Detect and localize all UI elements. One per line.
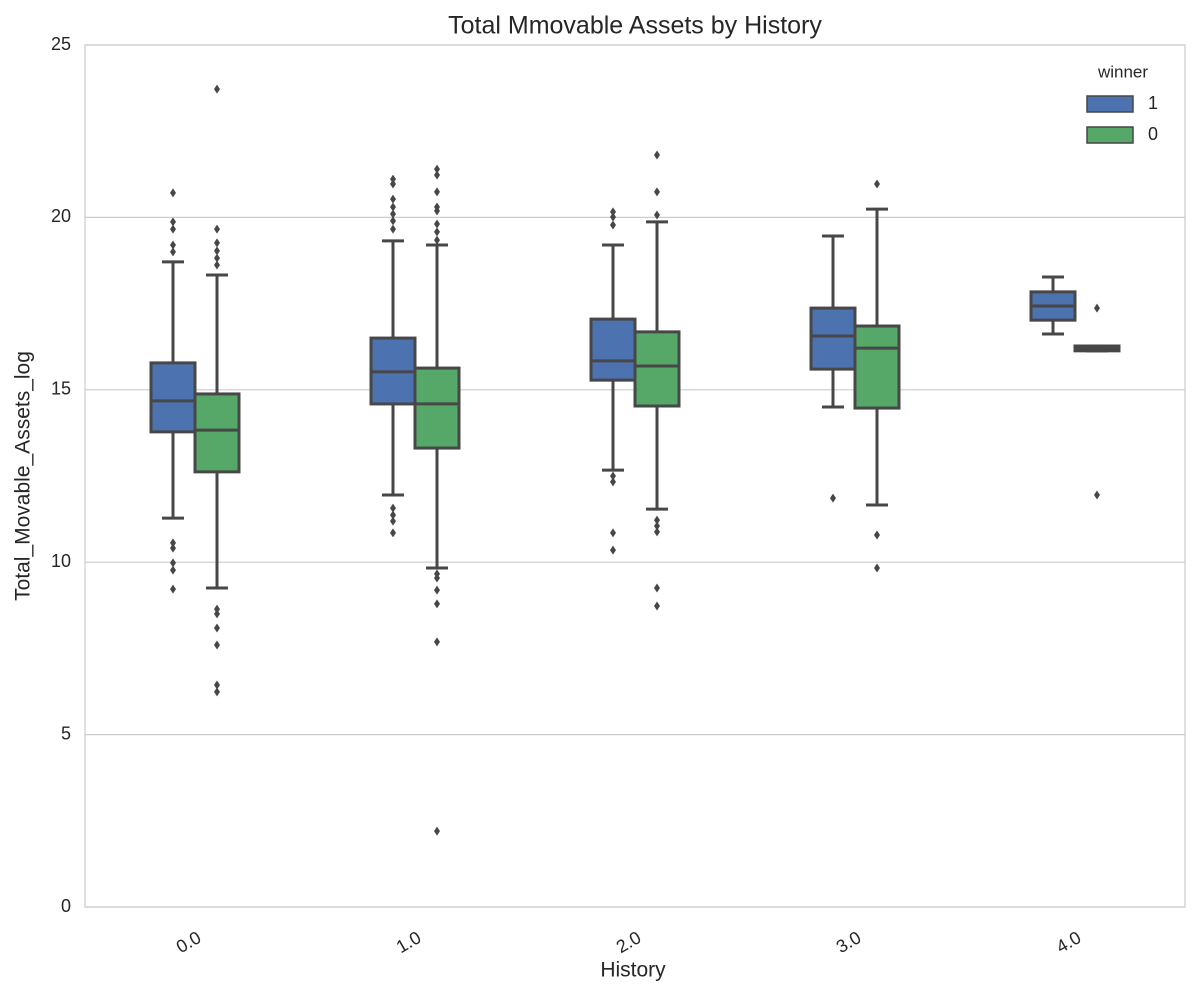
y-axis-label: Total_Movable_Assets_log	[12, 351, 35, 601]
box	[413, 366, 461, 450]
plot-frame	[84, 44, 1186, 908]
x-tick-label: 0.0	[173, 927, 205, 957]
outlier	[610, 207, 616, 217]
box	[853, 324, 901, 410]
legend-title: winner	[1097, 62, 1148, 81]
outlier	[654, 187, 660, 197]
outlier	[654, 515, 660, 525]
outlier	[654, 521, 660, 531]
outlier	[1094, 303, 1100, 313]
outlier	[390, 174, 396, 184]
outlier	[874, 530, 880, 540]
outlier	[390, 179, 396, 189]
outlier	[434, 206, 440, 216]
outlier	[434, 637, 440, 647]
outlier	[214, 260, 220, 270]
outlier	[214, 238, 220, 248]
outlier	[610, 545, 616, 555]
outlier	[434, 573, 440, 583]
outlier	[610, 528, 616, 538]
outlier	[610, 471, 616, 481]
outlier	[654, 527, 660, 537]
outlier	[654, 150, 660, 160]
x-tick-label: 3.0	[833, 927, 865, 957]
outlier	[610, 220, 616, 230]
x-tick-label: 2.0	[613, 927, 645, 957]
outlier	[390, 194, 396, 204]
y-tick-label: 5	[61, 723, 71, 743]
box	[633, 330, 681, 408]
outlier	[214, 84, 220, 94]
outlier	[390, 224, 396, 234]
outlier	[434, 826, 440, 836]
outlier	[170, 558, 176, 568]
outlier	[170, 247, 176, 257]
outlier	[390, 216, 396, 226]
y-tick-label: 0	[61, 896, 71, 916]
outlier	[214, 253, 220, 263]
outlier	[390, 202, 396, 212]
y-tick-label: 25	[51, 34, 71, 54]
outlier	[434, 585, 440, 595]
outlier	[170, 240, 176, 250]
outlier	[170, 565, 176, 575]
outlier	[214, 680, 220, 690]
outlier	[654, 210, 660, 220]
outlier	[214, 640, 220, 650]
outlier	[214, 687, 220, 697]
x-axis-label: History	[600, 959, 666, 982]
outlier	[654, 601, 660, 611]
outlier	[830, 493, 836, 503]
legend-label: 1	[1148, 93, 1158, 113]
outlier	[390, 510, 396, 520]
outlier	[874, 563, 880, 573]
outlier	[434, 227, 440, 237]
outlier	[214, 609, 220, 619]
outlier	[434, 187, 440, 197]
outlier	[390, 528, 396, 538]
outlier	[170, 224, 176, 234]
chart-title: Total Mmovable Assets by History	[448, 12, 822, 40]
outlier	[170, 217, 176, 227]
outlier	[170, 538, 176, 548]
outlier	[390, 503, 396, 513]
box	[589, 317, 637, 382]
outlier	[434, 219, 440, 229]
x-tick-label: 4.0	[1053, 927, 1085, 957]
outlier	[170, 188, 176, 198]
outlier	[654, 583, 660, 593]
y-tick-label: 15	[51, 379, 71, 399]
outlier	[170, 584, 176, 594]
legend-swatch	[1086, 126, 1134, 144]
outlier	[434, 170, 440, 180]
outlier	[610, 212, 616, 222]
x-tick-label: 1.0	[393, 927, 425, 957]
outlier	[434, 164, 440, 174]
outlier	[434, 235, 440, 245]
box	[809, 306, 857, 371]
outlier	[610, 477, 616, 487]
legend-swatch	[1086, 95, 1134, 113]
outlier	[390, 209, 396, 219]
y-tick-label: 20	[51, 206, 71, 226]
outlier	[874, 179, 880, 189]
outlier	[390, 516, 396, 526]
outlier	[214, 623, 220, 633]
outlier	[214, 224, 220, 234]
box	[193, 392, 241, 474]
outlier	[170, 543, 176, 553]
outlier	[214, 604, 220, 614]
outlier	[1094, 490, 1100, 500]
box	[149, 361, 197, 434]
legend-label: 0	[1148, 124, 1158, 144]
outlier	[434, 599, 440, 609]
outlier	[214, 246, 220, 256]
y-tick-label: 10	[51, 551, 71, 571]
